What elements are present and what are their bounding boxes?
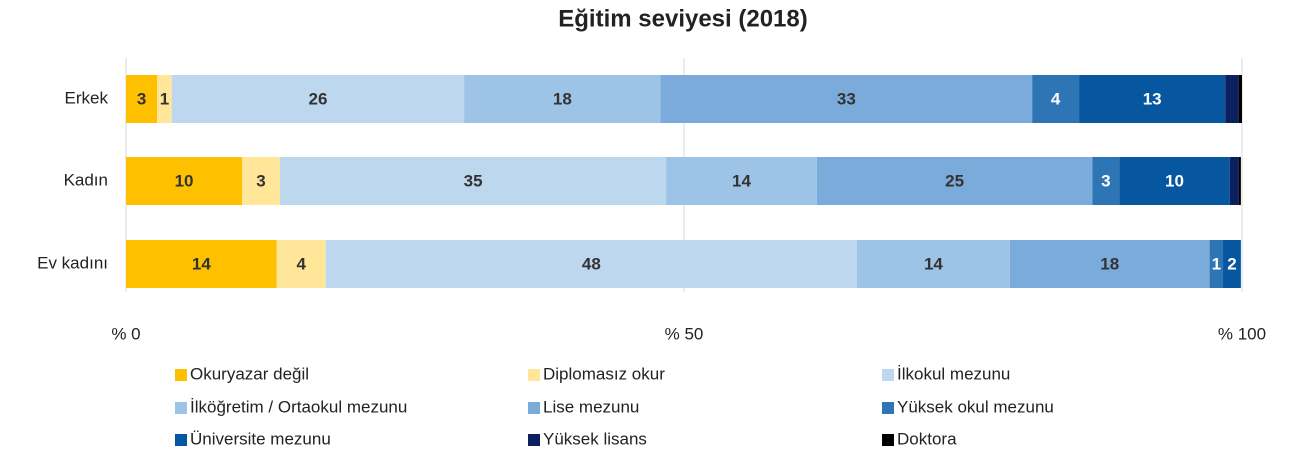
legend-swatch (528, 402, 540, 414)
data-label: 14 (192, 254, 211, 273)
bar-segment (325, 240, 857, 288)
data-label: 3 (137, 89, 146, 108)
data-label: 18 (1100, 254, 1119, 273)
data-label: 4 (296, 254, 306, 273)
data-label: 13 (1143, 89, 1162, 108)
data-label: 1 (1212, 254, 1221, 273)
data-label: 2 (1227, 254, 1236, 273)
bar-segment (1238, 157, 1241, 205)
bar-segment (816, 157, 1093, 205)
legend-label: Üniversite mezunu (190, 429, 331, 448)
legend-swatch (882, 434, 894, 446)
legend-label: Lise mezunu (543, 397, 639, 416)
chart-title: Eğitim seviyesi (2018) (558, 5, 807, 32)
bar-segment (1119, 157, 1230, 205)
data-label: 14 (924, 254, 943, 273)
data-label: 14 (732, 171, 751, 190)
y-tick-label: Ev kadını (37, 253, 108, 272)
data-label: 3 (1101, 171, 1110, 190)
bar-segment (242, 157, 281, 205)
bar-segment (1238, 75, 1242, 123)
data-label: 10 (175, 171, 194, 190)
bar-segment (666, 157, 817, 205)
data-label: 26 (308, 89, 327, 108)
legend-label: Okuryazar değil (190, 364, 309, 383)
bar-segment (856, 240, 1010, 288)
data-label: 1 (160, 89, 169, 108)
legend-label: Diplomasız okur (543, 364, 665, 383)
bar-segment (1032, 75, 1080, 123)
legend-label: Yüksek okul mezunu (897, 397, 1054, 416)
data-label: 48 (582, 254, 601, 273)
data-label: 10 (1165, 171, 1184, 190)
bar-segment (1009, 240, 1210, 288)
bar-segment (276, 240, 326, 288)
x-tick-label: % 100 (1218, 324, 1266, 343)
bar-segment (126, 240, 277, 288)
legend-swatch (528, 369, 540, 381)
legend-swatch (175, 402, 187, 414)
bar-segment (1079, 75, 1226, 123)
bar-segment (660, 75, 1033, 123)
legend-label: İlkokul mezunu (897, 364, 1010, 383)
legend-swatch (882, 402, 894, 414)
data-label: 3 (256, 171, 265, 190)
data-label: 33 (837, 89, 856, 108)
legend-label: Yüksek lisans (543, 429, 647, 448)
legend-swatch (175, 434, 187, 446)
bar-segment (126, 157, 243, 205)
bar-segment (464, 75, 661, 123)
bar-segment (1092, 157, 1120, 205)
data-label: 35 (464, 171, 483, 190)
data-label: 4 (1051, 89, 1061, 108)
x-tick-label: % 50 (665, 324, 704, 343)
bar-segment (280, 157, 667, 205)
legend-swatch (882, 369, 894, 381)
bar-segment (157, 75, 172, 123)
bar-segment (1209, 240, 1224, 288)
x-tick-label: % 0 (111, 324, 140, 343)
data-label: 18 (553, 89, 572, 108)
bar-segment (1223, 240, 1241, 288)
legend-label: İlköğretim / Ortaokul mezunu (190, 397, 407, 416)
legend-swatch (175, 369, 187, 381)
data-label: 25 (945, 171, 964, 190)
y-tick-label: Erkek (65, 88, 109, 107)
legend-label: Doktora (897, 429, 957, 448)
bar-segment (1225, 75, 1239, 123)
y-tick-label: Kadın (64, 170, 108, 189)
bar-segment (1229, 157, 1239, 205)
legend-swatch (528, 434, 540, 446)
bar-segment (171, 75, 465, 123)
bar-segment (126, 75, 158, 123)
